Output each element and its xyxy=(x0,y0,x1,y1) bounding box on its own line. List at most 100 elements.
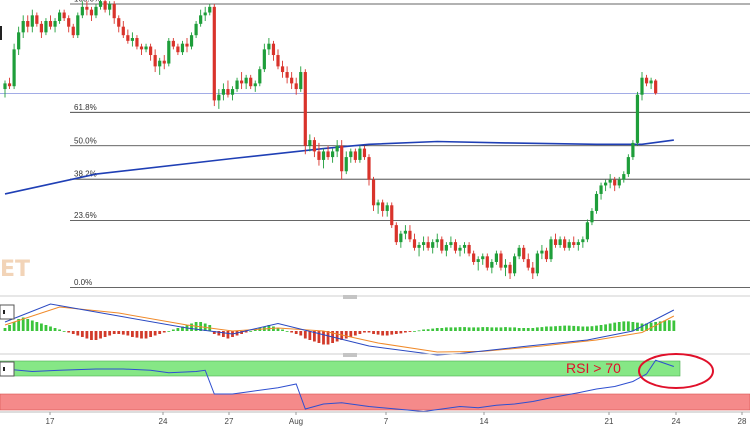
macd-histogram-bar xyxy=(654,322,658,331)
candle xyxy=(399,230,403,248)
macd-histogram-bar xyxy=(645,323,648,331)
candle xyxy=(53,18,57,33)
macd-histogram-bar xyxy=(176,328,180,331)
candle xyxy=(290,72,294,90)
rsi-panel xyxy=(0,359,750,413)
candle xyxy=(7,77,12,90)
macd-histogram-bar xyxy=(454,327,457,331)
fib-label: 38.2% xyxy=(74,170,97,179)
macd-histogram-bar xyxy=(126,331,130,336)
macd-histogram-bar xyxy=(431,328,435,331)
candle xyxy=(476,256,480,271)
macd-histogram-bar xyxy=(617,322,621,331)
macd-histogram-bar xyxy=(367,331,371,333)
macd-histogram-bar xyxy=(545,326,548,331)
candle xyxy=(449,236,453,248)
candle xyxy=(331,148,335,163)
x-tick-label: 21 xyxy=(605,417,614,426)
macd-histogram-bar xyxy=(308,331,312,340)
candle xyxy=(71,23,75,39)
candle xyxy=(258,66,262,87)
candle xyxy=(517,244,521,260)
candle xyxy=(80,1,84,19)
candle xyxy=(508,261,512,279)
macd-histogram-bar xyxy=(613,322,617,331)
candle xyxy=(158,57,162,75)
candle xyxy=(135,35,139,50)
macd-histogram-bar xyxy=(376,331,380,335)
macd-histogram-bar xyxy=(636,322,639,331)
candle xyxy=(440,236,444,254)
candle xyxy=(39,21,43,39)
macd-histogram-bar xyxy=(217,331,221,336)
macd-histogram-bar xyxy=(622,321,626,331)
candle xyxy=(381,199,385,217)
candle xyxy=(130,32,134,47)
candle xyxy=(217,89,221,109)
main-left-marker xyxy=(0,26,2,40)
candle xyxy=(540,244,544,260)
candle xyxy=(385,202,389,217)
macd-histogram-bar xyxy=(90,331,93,340)
candles xyxy=(3,0,658,279)
macd-histogram-bar xyxy=(413,331,416,332)
macd-histogram-bar xyxy=(212,331,216,334)
x-tick-label: 14 xyxy=(480,417,489,426)
macd-histogram-bar xyxy=(540,327,544,331)
macd-histogram-bar xyxy=(112,331,116,334)
candle xyxy=(544,247,549,262)
candle xyxy=(285,66,289,84)
macd-histogram-bar xyxy=(667,320,671,331)
macd-histogram-bar xyxy=(426,329,430,331)
macd-histogram-bar xyxy=(495,327,498,331)
candle xyxy=(412,233,417,251)
candle xyxy=(189,32,194,50)
macd-histogram-bar xyxy=(499,327,503,331)
candle xyxy=(522,244,526,262)
candle xyxy=(48,15,53,30)
candle xyxy=(199,9,203,27)
macd-histogram-bar xyxy=(317,331,321,343)
candle xyxy=(162,55,166,70)
macd-histogram-bar xyxy=(62,331,66,332)
resize-handle[interactable] xyxy=(343,353,357,357)
candle xyxy=(203,6,207,22)
macd-histogram-bar xyxy=(12,322,16,331)
macd-histogram-bar xyxy=(303,331,307,339)
macd-histogram-bar xyxy=(40,323,43,331)
candle xyxy=(3,80,7,98)
macd-histogram-bar xyxy=(117,331,121,334)
candle xyxy=(244,74,248,90)
candle xyxy=(417,242,421,257)
candle xyxy=(371,176,376,211)
macd-histogram-bar xyxy=(554,326,557,331)
resize-handle[interactable] xyxy=(343,295,357,299)
macd-histogram-bar xyxy=(58,329,61,331)
macd-histogram-bar xyxy=(513,327,516,331)
macd-histogram-bar xyxy=(440,328,444,331)
macd-histogram-bar xyxy=(167,331,171,332)
candle xyxy=(494,250,498,265)
ma-line xyxy=(4,139,674,195)
candle xyxy=(89,6,94,22)
candle xyxy=(585,219,589,243)
candle xyxy=(167,38,171,67)
macd-histogram-bar xyxy=(249,331,253,332)
candle xyxy=(462,242,467,254)
candle xyxy=(153,49,157,73)
candle xyxy=(503,259,508,277)
candle xyxy=(253,80,257,92)
candle xyxy=(62,9,66,22)
macd-histogram-bar xyxy=(162,331,166,333)
candle xyxy=(208,4,212,16)
macd-histogram-bar xyxy=(322,331,325,345)
macd-histogram-bar xyxy=(404,331,407,333)
macd-histogram-bar xyxy=(517,328,521,331)
candle xyxy=(17,26,21,56)
candle xyxy=(317,142,321,166)
macd-histogram-bar xyxy=(572,325,576,331)
macd-histogram-bar xyxy=(285,331,289,332)
candle xyxy=(171,38,175,50)
macd-histogram-bar xyxy=(240,331,243,334)
candle xyxy=(176,43,180,56)
